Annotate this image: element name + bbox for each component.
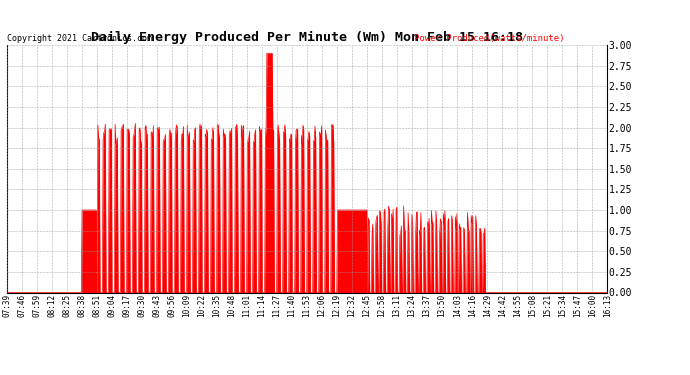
- Text: Copyright 2021 Cartronics.com: Copyright 2021 Cartronics.com: [7, 34, 152, 43]
- Text: Power Produced(watts/minute): Power Produced(watts/minute): [414, 34, 564, 43]
- Title: Daily Energy Produced Per Minute (Wm) Mon Feb 15 16:18: Daily Energy Produced Per Minute (Wm) Mo…: [91, 31, 523, 44]
